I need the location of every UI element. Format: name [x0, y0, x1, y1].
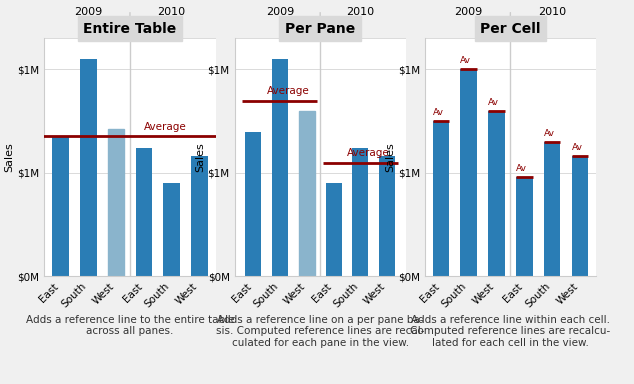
Text: Av: Av [544, 129, 555, 138]
Text: Average: Average [347, 149, 390, 159]
Bar [136, 148, 152, 276]
Text: Adds a reference line on a per pane ba-
sis. Computed reference lines are recal-: Adds a reference line on a per pane ba- … [216, 315, 424, 348]
Text: Av: Av [488, 98, 499, 107]
Bar [272, 59, 288, 276]
Text: 2009: 2009 [266, 7, 294, 17]
Bar [353, 148, 368, 276]
Text: Adds a reference line to the entire table
across all panes.: Adds a reference line to the entire tabl… [26, 315, 234, 336]
Y-axis label: Sales: Sales [385, 142, 395, 172]
Bar [52, 136, 69, 276]
Title: Per Pane: Per Pane [285, 22, 355, 36]
Bar [325, 183, 342, 276]
Text: 2009: 2009 [455, 7, 483, 17]
Bar [191, 156, 208, 276]
Bar [488, 111, 505, 276]
Bar [108, 129, 124, 276]
Text: Av: Av [571, 143, 583, 152]
Y-axis label: Sales: Sales [195, 142, 205, 172]
Bar [299, 111, 315, 276]
Bar [245, 132, 261, 276]
Text: Average: Average [266, 86, 309, 96]
Bar [571, 156, 588, 276]
Text: Av: Av [460, 56, 471, 65]
Text: Average: Average [144, 122, 186, 132]
Bar [516, 177, 533, 276]
Text: 2010: 2010 [346, 7, 375, 17]
Title: Per Cell: Per Cell [480, 22, 541, 36]
Bar [164, 183, 180, 276]
Bar [379, 156, 395, 276]
Text: 2010: 2010 [158, 7, 186, 17]
Text: Adds a reference line within each cell.
Computed reference lines are recalcu-
la: Adds a reference line within each cell. … [410, 315, 611, 348]
Text: Av: Av [432, 108, 444, 117]
Title: Entire Table: Entire Table [83, 22, 177, 36]
Text: Av: Av [516, 164, 527, 173]
Bar [460, 70, 477, 276]
Text: 2009: 2009 [74, 7, 103, 17]
Bar [432, 121, 450, 276]
Bar [544, 142, 560, 276]
Text: 2010: 2010 [538, 7, 566, 17]
Bar [80, 59, 96, 276]
Y-axis label: Sales: Sales [4, 142, 15, 172]
